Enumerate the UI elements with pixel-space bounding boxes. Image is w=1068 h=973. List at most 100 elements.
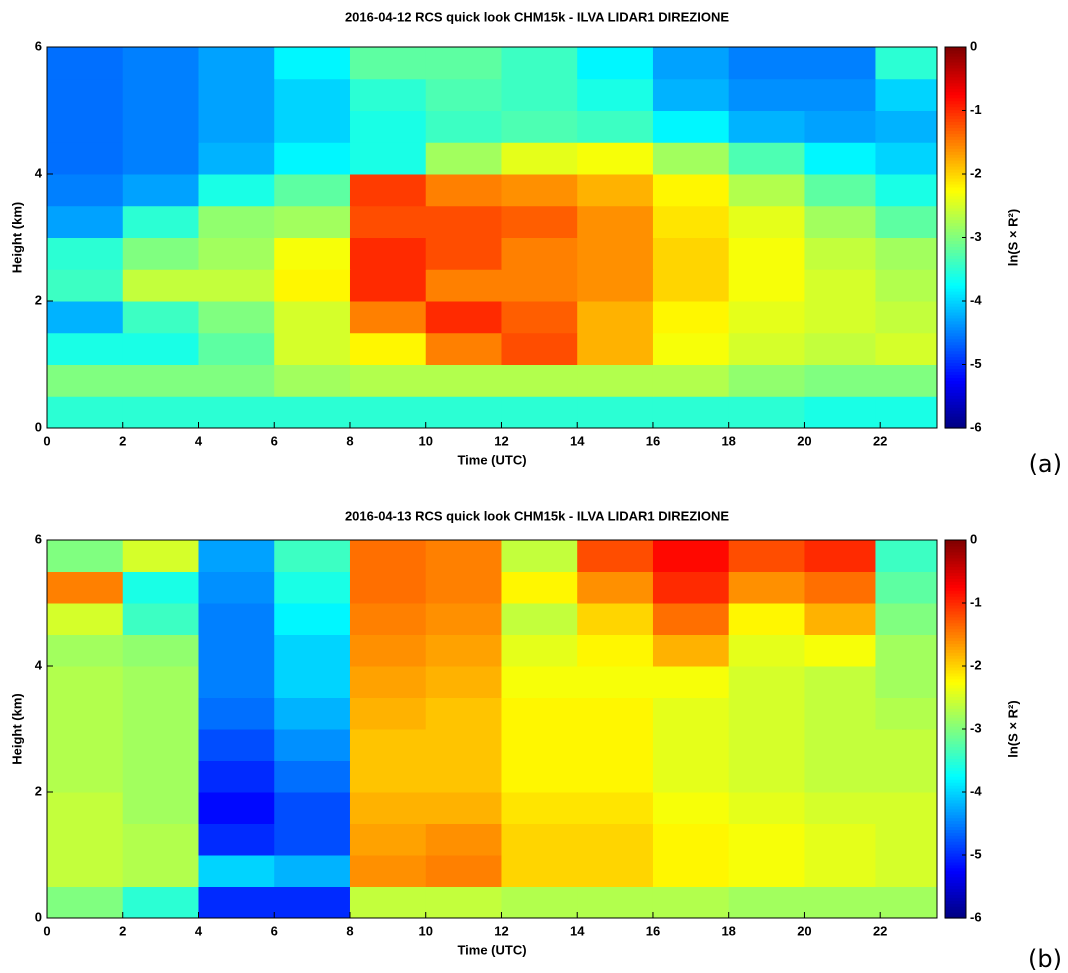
colorbar-segment (945, 817, 966, 822)
heatmap-cell (804, 603, 876, 635)
colorbar-tick-label: -1 (970, 594, 982, 609)
panel-label: (a) (1029, 450, 1062, 478)
heatmap-cell (577, 110, 654, 143)
colorbar-segment (945, 392, 966, 396)
colorbar-segment (945, 616, 966, 621)
heatmap-cell (47, 237, 124, 270)
heatmap-cell (47, 823, 124, 856)
heatmap-cell (875, 364, 938, 397)
heatmap-cell (47, 634, 124, 667)
heatmap-cell (652, 78, 730, 111)
x-tick-label: 18 (721, 923, 735, 938)
colorbar-segment (945, 383, 966, 387)
heatmap-cell (875, 205, 938, 238)
colorbar-segment (945, 705, 966, 709)
colorbar-segment (945, 323, 966, 328)
colorbar-segment (945, 189, 966, 194)
colorbar-segment (945, 820, 966, 825)
colorbar-segment (945, 294, 966, 298)
x-tick-label: 22 (873, 433, 887, 448)
heatmap-cell (47, 540, 124, 572)
colorbar-segment (945, 273, 966, 277)
heatmap-cell (804, 301, 876, 334)
x-tick-label: 10 (418, 433, 432, 448)
colorbar-segment (945, 755, 966, 760)
x-tick-label: 12 (494, 923, 508, 938)
heatmap-cell (652, 855, 730, 887)
colorbar-segment (945, 332, 966, 337)
heatmap-cell (349, 237, 427, 270)
colorbar-segment (945, 850, 966, 854)
colorbar-segment (945, 124, 966, 128)
colorbar-segment (945, 380, 966, 384)
colorbar-segment (945, 58, 966, 63)
colorbar-segment (945, 690, 966, 695)
colorbar-segment (945, 154, 966, 158)
heatmap-cell (425, 603, 502, 635)
colorbar-segment (945, 900, 966, 904)
colorbar-segment (945, 915, 966, 919)
y-axis-label: Height (km) (9, 693, 24, 765)
heatmap-cell (804, 364, 876, 397)
heatmap-cell (652, 760, 730, 793)
heatmap-cell (577, 697, 654, 730)
heatmap-cell (198, 697, 275, 730)
colorbar-segment (945, 166, 966, 170)
heatmap-cell (577, 760, 654, 793)
colorbar-segment (945, 329, 966, 334)
colorbar-segment (945, 782, 966, 786)
colorbar-segment (945, 73, 966, 78)
colorbar-segment (945, 903, 966, 907)
heatmap-cell (652, 666, 730, 698)
heatmap-cell (577, 855, 654, 887)
heatmap-cell (274, 205, 351, 238)
colorbar-segment (945, 136, 966, 140)
colorbar-segment (945, 640, 966, 644)
heatmap-cell (652, 396, 730, 429)
colorbar-tick-label: -2 (970, 165, 982, 180)
colorbar-segment (945, 596, 966, 600)
heatmap-cell (122, 364, 199, 397)
chart-title: 2016-04-13 RCS quick look CHM15k - ILVA … (345, 508, 729, 523)
heatmap-cell (501, 269, 578, 302)
colorbar-tick-label: -4 (970, 783, 982, 798)
colorbar-segment (945, 186, 966, 191)
heatmap-cell (875, 142, 938, 175)
heatmap-cell (47, 142, 124, 175)
colorbar-segment (945, 314, 966, 319)
heatmap-cell (501, 823, 578, 856)
heatmap-cell (875, 603, 938, 635)
colorbar-tick-label: -1 (970, 102, 982, 117)
heatmap-cell (728, 540, 805, 572)
heatmap-cell (274, 666, 351, 698)
heatmap-cell (198, 396, 275, 429)
heatmap-cell (652, 364, 730, 397)
heatmap-cell (425, 142, 502, 175)
heatmap-cell (274, 697, 351, 730)
colorbar-segment (945, 55, 966, 60)
heatmap-cell (47, 666, 124, 698)
heatmap-cell (349, 792, 427, 824)
heatmap-cell (875, 540, 938, 572)
heatmap-cell (274, 142, 351, 175)
colorbar-segment (945, 805, 966, 810)
heatmap-cell (349, 142, 427, 175)
heatmap-cell (804, 697, 876, 730)
heatmap-cell (47, 174, 124, 207)
heatmap-cell (349, 47, 427, 80)
heatmap-cell (804, 823, 876, 856)
colorbar-segment (945, 368, 966, 373)
colorbar-segment (945, 799, 966, 804)
heatmap-cell (577, 666, 654, 698)
colorbar-segment (945, 279, 966, 283)
colorbar-segment (945, 572, 966, 577)
colorbar-segment (945, 207, 966, 212)
heatmap-cell (349, 760, 427, 793)
colorbar-segment (945, 764, 966, 768)
heatmap-cell (804, 540, 876, 572)
colorbar-segment (945, 177, 966, 182)
colorbar-segment (945, 666, 966, 671)
heatmap-cell (652, 110, 730, 143)
colorbar-segment (945, 873, 966, 878)
